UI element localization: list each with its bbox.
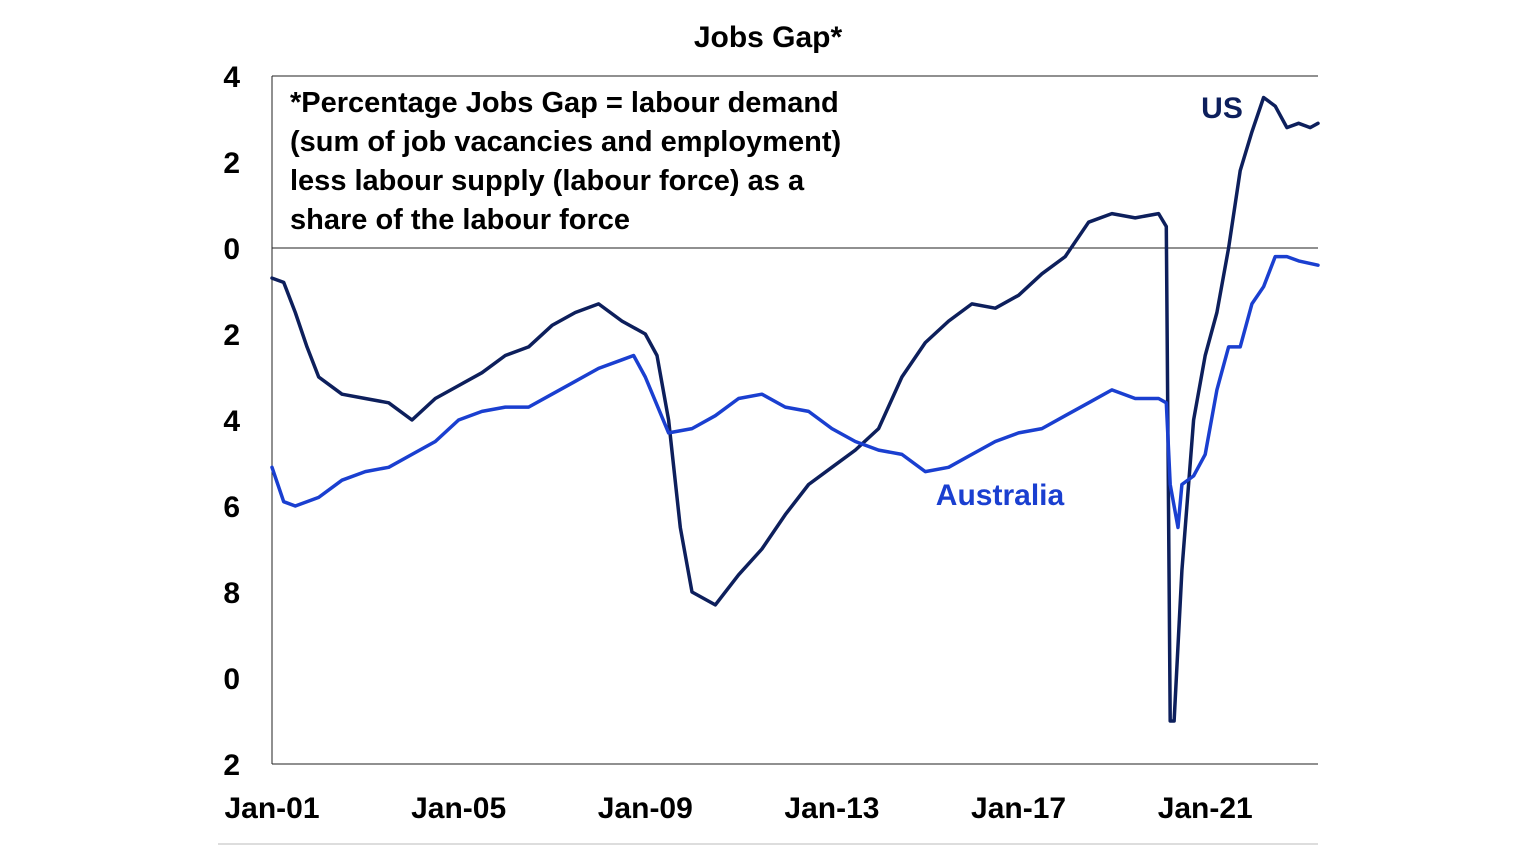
y-tick-label: 2: [223, 319, 240, 352]
x-tick-label: Jan-13: [784, 792, 879, 825]
definition-note: *Percentage Jobs Gap = labour demand (sum…: [290, 87, 841, 236]
y-tick-label: 8: [223, 577, 240, 610]
series-line-us: [270, 95, 1320, 723]
x-tick-label: Jan-05: [411, 792, 506, 825]
x-tick-label: Jan-21: [1158, 792, 1253, 825]
note-line: less labour supply (labour force) as a: [290, 165, 805, 197]
chart-title: Jobs Gap*: [694, 21, 843, 54]
series-label-us: US: [1201, 92, 1243, 125]
note-line: *Percentage Jobs Gap = labour demand: [290, 87, 839, 119]
series-labels: US Australia: [936, 92, 1243, 512]
x-tick-label: Jan-09: [598, 792, 693, 825]
note-line: share of the labour force: [290, 204, 630, 236]
y-axis-ticks: 4 2 0 2 4 6 8 0 2: [223, 61, 240, 782]
y-tick-label: 0: [223, 663, 240, 696]
y-tick-label: 4: [223, 405, 240, 438]
plot-frame: [218, 75, 1318, 845]
series-lines: [270, 95, 1320, 723]
x-tick-label: Jan-17: [971, 792, 1066, 825]
series-label-australia: Australia: [936, 479, 1065, 512]
y-tick-label: 4: [223, 61, 240, 94]
x-axis-ticks: Jan-01 Jan-05 Jan-09 Jan-13 Jan-17 Jan-21: [224, 792, 1252, 825]
y-tick-label: 0: [223, 233, 240, 266]
y-tick-label: 2: [223, 749, 240, 782]
x-tick-label: Jan-01: [224, 792, 319, 825]
series-line-australia: [270, 254, 1320, 530]
y-tick-label: 6: [223, 491, 240, 524]
note-line: (sum of job vacancies and employment): [290, 126, 841, 158]
y-tick-label: 2: [223, 147, 240, 180]
